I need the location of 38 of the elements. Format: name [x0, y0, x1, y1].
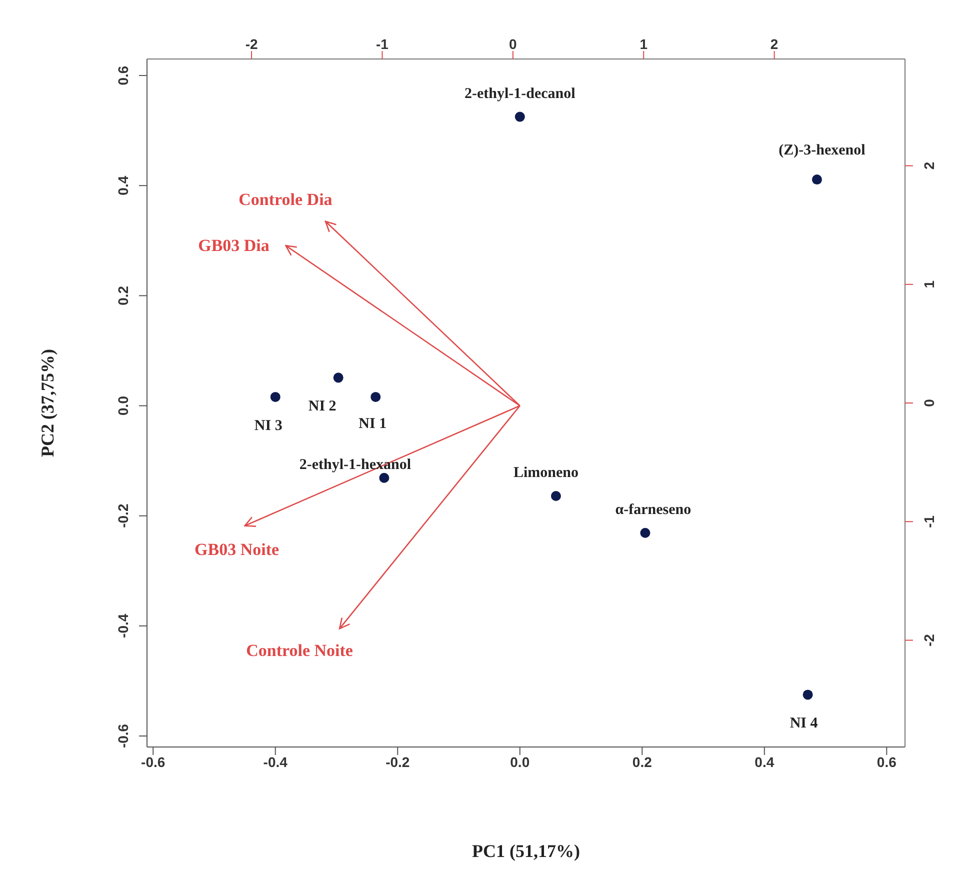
x-tick-label: 0.2: [632, 754, 652, 770]
x2-tick-label: 1: [640, 36, 648, 52]
series-label: GB03 Dia: [198, 236, 270, 256]
x2-tick-label: 0: [509, 36, 518, 52]
series-label: Controle Dia: [238, 190, 333, 209]
y-tick-label: -0.2: [115, 504, 131, 528]
x-tick-label: 0.4: [754, 754, 774, 770]
x-tick-label: 0.6: [876, 754, 897, 770]
y-axis-title: PC2 (37,75%): [37, 349, 58, 457]
x2-tick-label: 2: [770, 36, 778, 52]
series-label: NI 1: [358, 416, 387, 432]
series-label: Controle Noite: [246, 641, 354, 660]
y2-tick-label: -1: [921, 515, 937, 528]
x-tick-label: -0.2: [386, 754, 410, 770]
x2-tick-label: -2: [245, 36, 258, 52]
x-tick-label: -0.4: [263, 754, 288, 770]
y-tick-label: -0.4: [115, 614, 131, 638]
y-tick-label: 0.0: [115, 396, 131, 416]
x-axis-title: PC1 (51,17%): [472, 841, 580, 861]
x-tick-label: 0.0: [510, 754, 530, 770]
series-label: GB03 Noite: [194, 540, 280, 560]
y2-tick-label: 2: [921, 162, 937, 170]
series-label: α-farneseno: [615, 502, 692, 518]
x2-tick-label: -1: [376, 36, 389, 52]
series-label: Limoneno: [513, 465, 578, 482]
series-label: (Z)-3-hexenol: [778, 142, 866, 159]
series-label: NI 2: [308, 398, 336, 415]
series-label: 2-ethyl-1-decanol: [464, 86, 576, 102]
y-tick-label: 0.6: [115, 66, 131, 86]
y2-tick-label: 1: [921, 280, 937, 288]
y-tick-label: -0.6: [115, 724, 131, 748]
series-label: NI 3: [254, 418, 282, 434]
y2-tick-label: -2: [921, 634, 937, 646]
y2-tick-label: 0: [921, 398, 937, 407]
y-tick-label: 0.4: [115, 176, 131, 196]
series-label: NI 4: [790, 716, 818, 732]
x-tick-label: -0.6: [141, 754, 166, 770]
y-tick-label: 0.2: [115, 286, 131, 306]
